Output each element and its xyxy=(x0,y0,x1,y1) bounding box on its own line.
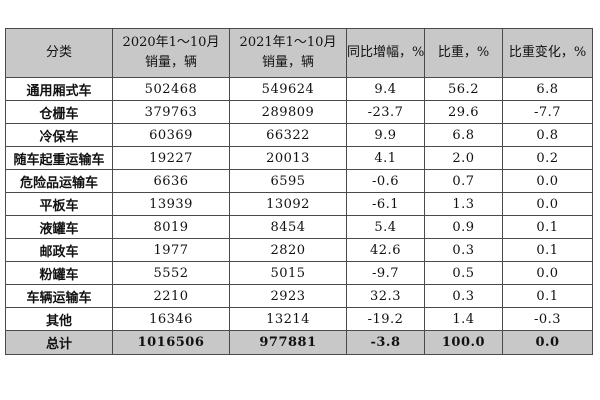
cell-sales-2021: 2820 xyxy=(230,239,347,262)
cell-share: 2.0 xyxy=(425,147,503,170)
cell-share: 1.4 xyxy=(425,308,503,331)
cell-category: 冷保车 xyxy=(6,124,113,147)
cell-share-change: 0.1 xyxy=(503,239,593,262)
vehicle-sales-table: 分类 2020年1～10月 销量，辆 2021年1～10月 销量，辆 同比增幅，… xyxy=(5,28,593,355)
cell-share: 0.5 xyxy=(425,262,503,285)
cell-sales-2021: 289809 xyxy=(230,101,347,124)
table-row: 其他1634613214-19.21.4-0.3 xyxy=(6,308,593,331)
cell-sales-2020: 13939 xyxy=(113,193,230,216)
cell-sales-2020: 1977 xyxy=(113,239,230,262)
cell-yoy-growth: 32.3 xyxy=(347,285,425,308)
cell-yoy-growth: 9.4 xyxy=(347,78,425,101)
cell-share: 0.3 xyxy=(425,239,503,262)
cell-share-change: 0.8 xyxy=(503,124,593,147)
cell-share: 56.2 xyxy=(425,78,503,101)
cell-category: 随车起重运输车 xyxy=(6,147,113,170)
cell-sales-2020: 502468 xyxy=(113,78,230,101)
cell-yoy-growth: -0.6 xyxy=(347,170,425,193)
total-row: 总计 1016506 977881 -3.8 100.0 0.0 xyxy=(6,331,593,355)
cell-category: 通用厢式车 xyxy=(6,78,113,101)
cell-category: 粉罐车 xyxy=(6,262,113,285)
table-row: 冷保车60369663229.96.80.8 xyxy=(6,124,593,147)
cell-yoy-growth: 9.9 xyxy=(347,124,425,147)
cell-share-change: 6.8 xyxy=(503,78,593,101)
cell-share: 0.9 xyxy=(425,216,503,239)
cell-sales-2021: 2923 xyxy=(230,285,347,308)
table-row: 粉罐车55525015-9.70.50.0 xyxy=(6,262,593,285)
header-yoy-growth: 同比增幅，% xyxy=(347,29,425,78)
header-share: 比重，% xyxy=(425,29,503,78)
cell-share-change: 0.0 xyxy=(503,193,593,216)
cell-yoy-growth: 4.1 xyxy=(347,147,425,170)
table-row: 随车起重运输车19227200134.12.00.2 xyxy=(6,147,593,170)
sales-table-container: 分类 2020年1～10月 销量，辆 2021年1～10月 销量，辆 同比增幅，… xyxy=(5,28,592,355)
cell-share-change: -0.3 xyxy=(503,308,593,331)
table-row: 平板车1393913092-6.11.30.0 xyxy=(6,193,593,216)
cell-sales-2020: 6636 xyxy=(113,170,230,193)
cell-sales-2021: 20013 xyxy=(230,147,347,170)
cell-share: 1.3 xyxy=(425,193,503,216)
cell-sales-2020: 19227 xyxy=(113,147,230,170)
cell-category: 平板车 xyxy=(6,193,113,216)
cell-category: 液罐车 xyxy=(6,216,113,239)
header-sales-2021: 2021年1～10月 销量，辆 xyxy=(230,29,347,78)
header-row: 分类 2020年1～10月 销量，辆 2021年1～10月 销量，辆 同比增幅，… xyxy=(6,29,593,78)
cell-sales-2020: 16346 xyxy=(113,308,230,331)
total-share: 100.0 xyxy=(425,331,503,355)
cell-share: 29.6 xyxy=(425,101,503,124)
table-row: 通用厢式车5024685496249.456.26.8 xyxy=(6,78,593,101)
cell-yoy-growth: -23.7 xyxy=(347,101,425,124)
cell-category: 仓栅车 xyxy=(6,101,113,124)
cell-share-change: -7.7 xyxy=(503,101,593,124)
total-sales-2020: 1016506 xyxy=(113,331,230,355)
cell-sales-2021: 6595 xyxy=(230,170,347,193)
cell-category: 邮政车 xyxy=(6,239,113,262)
cell-sales-2020: 2210 xyxy=(113,285,230,308)
cell-share-change: 0.1 xyxy=(503,216,593,239)
cell-sales-2020: 60369 xyxy=(113,124,230,147)
table-row: 危险品运输车66366595-0.60.70.0 xyxy=(6,170,593,193)
table-row: 邮政车1977282042.60.30.1 xyxy=(6,239,593,262)
header-share-change: 比重变化，% xyxy=(503,29,593,78)
cell-share-change: 0.1 xyxy=(503,285,593,308)
cell-yoy-growth: -19.2 xyxy=(347,308,425,331)
cell-sales-2020: 8019 xyxy=(113,216,230,239)
cell-sales-2020: 5552 xyxy=(113,262,230,285)
cell-category: 其他 xyxy=(6,308,113,331)
cell-share: 6.8 xyxy=(425,124,503,147)
table-row: 液罐车801984545.40.90.1 xyxy=(6,216,593,239)
total-share-change: 0.0 xyxy=(503,331,593,355)
cell-share-change: 0.2 xyxy=(503,147,593,170)
total-label: 总计 xyxy=(6,331,113,355)
table-row: 车辆运输车2210292332.30.30.1 xyxy=(6,285,593,308)
header-sales-2020: 2020年1～10月 销量，辆 xyxy=(113,29,230,78)
cell-sales-2021: 13092 xyxy=(230,193,347,216)
cell-category: 危险品运输车 xyxy=(6,170,113,193)
cell-sales-2021: 8454 xyxy=(230,216,347,239)
cell-share-change: 0.0 xyxy=(503,170,593,193)
table-row: 仓栅车379763289809-23.729.6-7.7 xyxy=(6,101,593,124)
cell-category: 车辆运输车 xyxy=(6,285,113,308)
total-yoy-growth: -3.8 xyxy=(347,331,425,355)
total-sales-2021: 977881 xyxy=(230,331,347,355)
cell-sales-2021: 549624 xyxy=(230,78,347,101)
cell-share: 0.7 xyxy=(425,170,503,193)
cell-sales-2021: 5015 xyxy=(230,262,347,285)
cell-yoy-growth: 42.6 xyxy=(347,239,425,262)
cell-share: 0.3 xyxy=(425,285,503,308)
header-category: 分类 xyxy=(6,29,113,78)
cell-yoy-growth: 5.4 xyxy=(347,216,425,239)
cell-sales-2020: 379763 xyxy=(113,101,230,124)
cell-yoy-growth: -6.1 xyxy=(347,193,425,216)
cell-yoy-growth: -9.7 xyxy=(347,262,425,285)
cell-share-change: 0.0 xyxy=(503,262,593,285)
cell-sales-2021: 13214 xyxy=(230,308,347,331)
table-body: 通用厢式车5024685496249.456.26.8仓栅车3797632898… xyxy=(6,78,593,331)
cell-sales-2021: 66322 xyxy=(230,124,347,147)
